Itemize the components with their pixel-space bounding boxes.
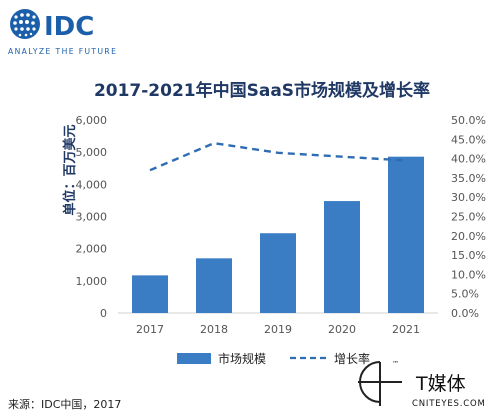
- watermark: ™ T媒体 CNITEYES.COM: [358, 360, 486, 409]
- left-tick-label: 1,000: [76, 275, 108, 288]
- category-label: 2019: [264, 323, 292, 336]
- y-axis-title: 单位：百万美元: [62, 124, 78, 215]
- left-axis-ticks: 0 1,000 2,000 3,000 4,000 5,000 6,000: [76, 114, 108, 320]
- right-tick-label: 35.0%: [451, 172, 486, 185]
- right-tick-label: 45.0%: [451, 133, 486, 146]
- right-tick-label: 20.0%: [451, 230, 486, 243]
- watermark-site: CNITEYES.COM: [412, 399, 486, 409]
- bar-2017: [132, 275, 168, 313]
- category-label: 2018: [200, 323, 228, 336]
- category-label: 2017: [136, 323, 164, 336]
- chart-title: 2017-2021年中国SaaS市场规模及增长率: [94, 80, 430, 101]
- left-tick-label: 4,000: [76, 178, 108, 191]
- idc-logo: IDC ANALYZE THE FUTURE: [8, 9, 117, 56]
- right-tick-label: 40.0%: [451, 153, 486, 166]
- right-tick-label: 30.0%: [451, 191, 486, 204]
- crosshair-logo-icon: [358, 361, 402, 406]
- right-axis-ticks: 0.0% 5.0% 10.0% 15.0% 20.0% 25.0% 30.0% 35.0% 40…: [451, 114, 486, 320]
- left-tick-label: 0: [100, 307, 107, 320]
- watermark-tm: ™: [392, 360, 399, 368]
- growth-rate-series: [149, 141, 407, 172]
- right-tick-label: 50.0%: [451, 114, 486, 127]
- idc-globe-icon: [10, 9, 40, 39]
- growth-line: [149, 141, 407, 172]
- right-tick-label: 10.0%: [451, 268, 486, 281]
- category-label: 2020: [328, 323, 356, 336]
- right-tick-label: 15.0%: [451, 249, 486, 262]
- bar-2019: [260, 233, 296, 313]
- watermark-brand: T媒体: [415, 373, 466, 395]
- source-note: 来源：IDC中国，2017: [8, 398, 122, 411]
- left-tick-label: 5,000: [76, 146, 108, 159]
- left-tick-label: 3,000: [76, 211, 108, 224]
- right-tick-label: 0.0%: [451, 307, 479, 320]
- left-tick-label: 6,000: [76, 114, 108, 127]
- bar-2020: [324, 201, 360, 313]
- left-tick-label: 2,000: [76, 243, 108, 256]
- bars: [132, 156, 424, 313]
- bar-2021: [388, 156, 424, 313]
- legend-label-growth-rate: 增长率: [334, 351, 370, 366]
- right-tick-label: 25.0%: [451, 211, 486, 224]
- category-labels: 2017 2018 2019 2020 2021: [136, 323, 420, 336]
- idc-tagline: ANALYZE THE FUTURE: [8, 47, 117, 56]
- legend-label-market-size: 市场规模: [218, 351, 266, 366]
- bar-2018: [196, 258, 232, 313]
- category-label: 2021: [392, 323, 420, 336]
- idc-brand: IDC: [44, 12, 94, 42]
- legend-swatch-market-size: [177, 353, 211, 364]
- right-tick-label: 5.0%: [451, 288, 479, 301]
